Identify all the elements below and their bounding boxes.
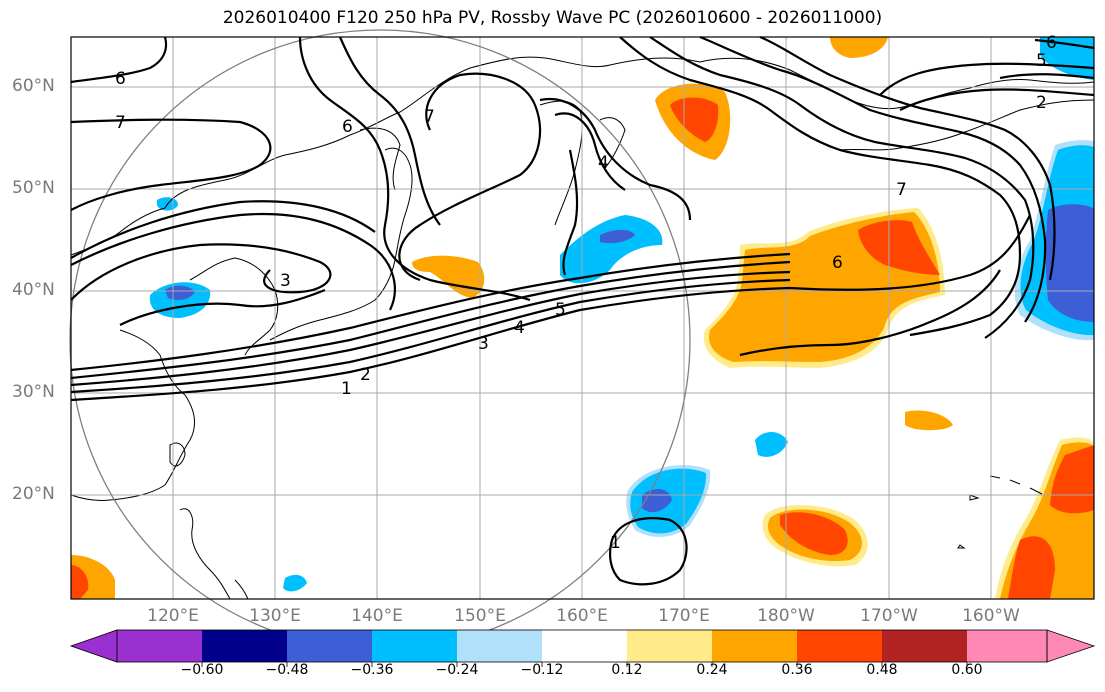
contour-label: 7 bbox=[896, 180, 907, 200]
contour-label: 7 bbox=[115, 113, 126, 133]
contour-label: 6 bbox=[832, 253, 843, 273]
colorbar-segment bbox=[712, 630, 797, 662]
graticule bbox=[71, 37, 1094, 599]
contour-label: 3 bbox=[280, 271, 291, 291]
contour-label: 1 bbox=[341, 379, 352, 399]
colorbar-tick-label: 0.60 bbox=[951, 662, 983, 678]
contour-label: 2 bbox=[1036, 93, 1047, 113]
colorbar-tick-label: 0.48 bbox=[866, 662, 898, 678]
contour-label: 1 bbox=[610, 533, 621, 553]
colorbar-segment bbox=[287, 630, 372, 662]
colorbar-lower-extend bbox=[69, 629, 118, 663]
colorbar-upper-extend bbox=[1046, 629, 1096, 663]
colorbar-tick-label: −0.36 bbox=[350, 662, 394, 678]
contour-label: 5 bbox=[1036, 51, 1047, 71]
lon-label-130e: 130°E bbox=[249, 606, 301, 626]
contour-label: 3 bbox=[478, 334, 489, 354]
lat-label-40n: 40°N bbox=[12, 280, 55, 300]
colorbar-segment bbox=[117, 630, 202, 662]
colorbar-segment bbox=[542, 630, 627, 662]
colorbar-segment bbox=[882, 630, 967, 662]
lat-label-60n: 60°N bbox=[12, 76, 55, 96]
contour-label: 7 bbox=[424, 107, 435, 127]
colorbar-tick-label: −0.24 bbox=[435, 662, 479, 678]
lat-label-50n: 50°N bbox=[12, 178, 55, 198]
lon-label-140e: 140°E bbox=[351, 606, 403, 626]
map-frame-icon bbox=[70, 36, 1095, 600]
contour-label: 5 bbox=[555, 300, 566, 320]
colorbar-segment bbox=[202, 630, 287, 662]
colorbar-tick-label: 0.12 bbox=[611, 662, 643, 678]
contour-label: 6 bbox=[1046, 33, 1057, 53]
colorbar-segment bbox=[372, 630, 457, 662]
lon-label-170w: 170°W bbox=[860, 606, 918, 626]
contour-label: 6 bbox=[342, 117, 353, 137]
contour-label: 4 bbox=[598, 153, 609, 173]
colorbar-segment bbox=[797, 630, 882, 662]
map-title: 2026010400 F120 250 hPa PV, Rossby Wave … bbox=[222, 8, 883, 28]
contour-label: 2 bbox=[360, 365, 371, 385]
colorbar-tick-label: −0.60 bbox=[180, 662, 224, 678]
lat-label-30n: 30°N bbox=[12, 382, 55, 402]
colorbar-icon bbox=[69, 629, 1096, 667]
colorbar-segment bbox=[967, 630, 1047, 662]
colorbar-tick-label: 0.24 bbox=[696, 662, 728, 678]
lon-label-150e: 150°E bbox=[454, 606, 506, 626]
colorbar-segment bbox=[457, 630, 542, 662]
colorbar-segment bbox=[627, 630, 712, 662]
lon-label-170e: 170°E bbox=[658, 606, 710, 626]
lat-label-20n: 20°N bbox=[12, 484, 55, 504]
lon-label-160e: 160°E bbox=[556, 606, 608, 626]
contour-label: 6 bbox=[115, 69, 126, 89]
colorbar-tick-label: −0.12 bbox=[520, 662, 564, 678]
lon-label-120e: 120°E bbox=[147, 606, 199, 626]
contour-label: 4 bbox=[514, 318, 525, 338]
lon-label-160w: 160°W bbox=[962, 606, 1020, 626]
colorbar-tick-label: 0.36 bbox=[781, 662, 813, 678]
pv-contours bbox=[70, 35, 1095, 586]
colorbar-tick-label: −0.48 bbox=[265, 662, 309, 678]
lon-label-180w: 180°W bbox=[757, 606, 815, 626]
